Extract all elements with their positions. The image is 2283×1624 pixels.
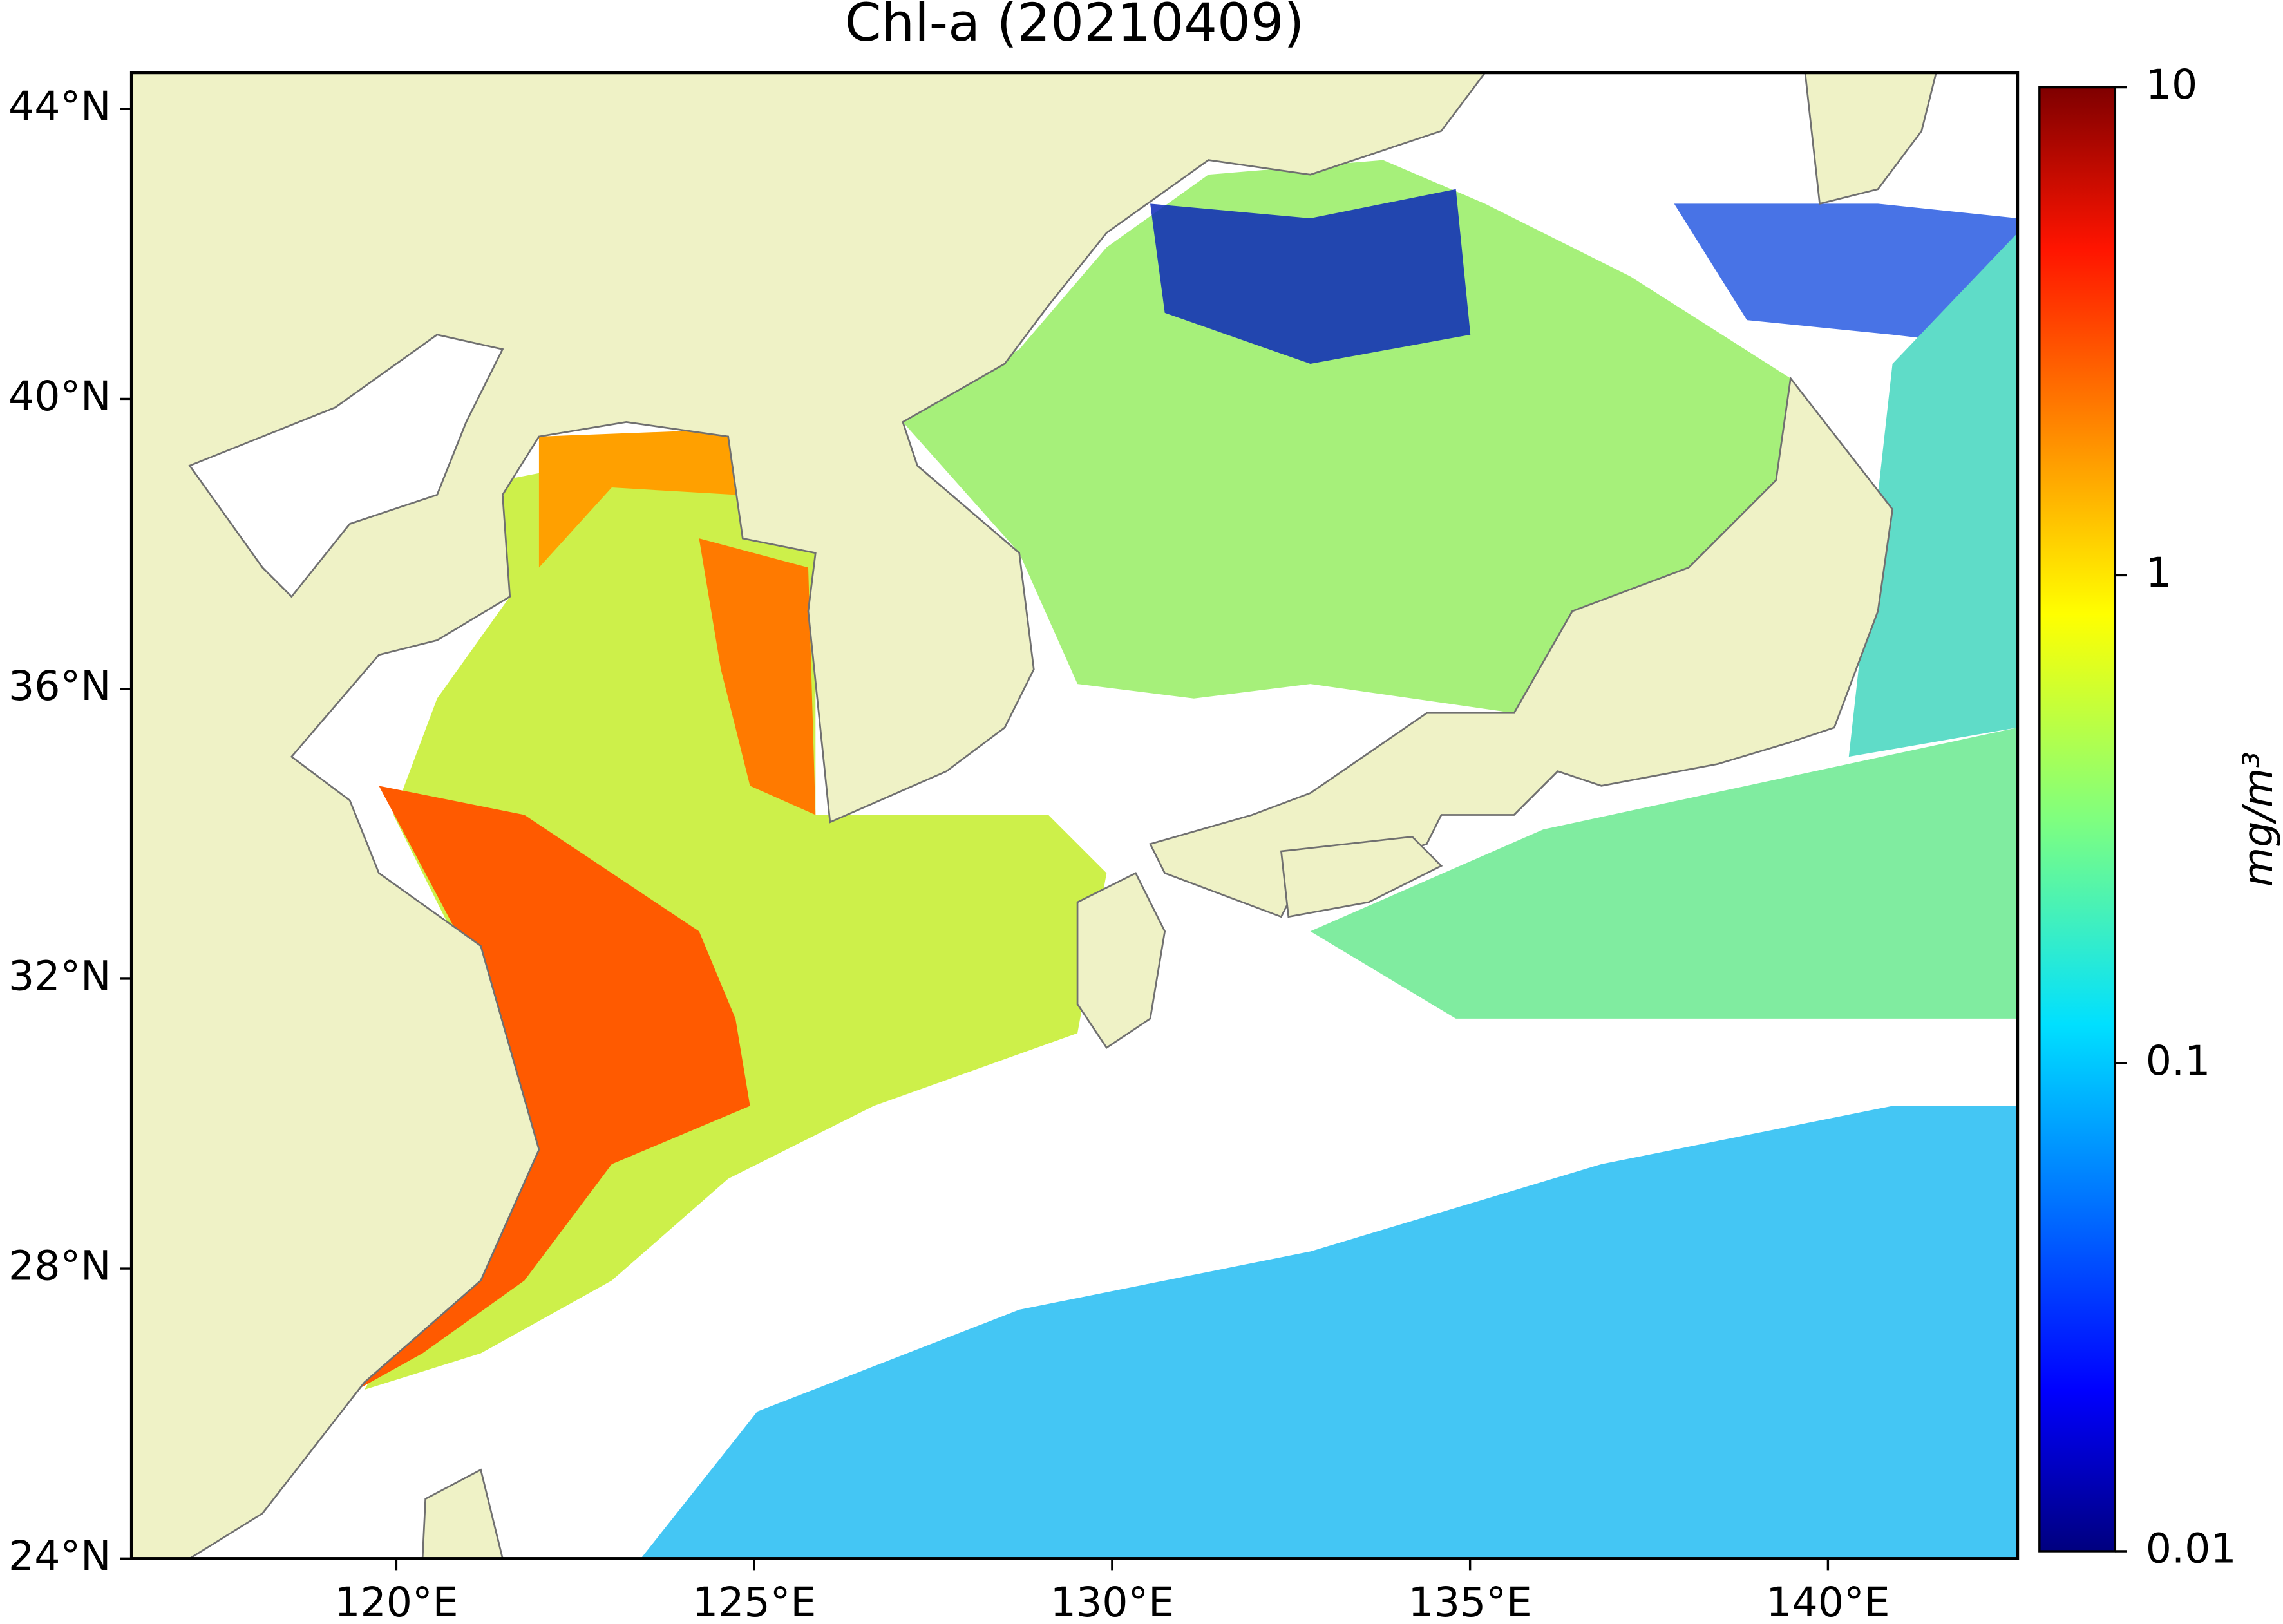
- colorbar-tick-label: 0.01: [2146, 1525, 2237, 1572]
- x-tick-label: 120°E: [334, 1578, 458, 1624]
- sea-of-japan: [902, 160, 1791, 713]
- x-tick-label: 125°E: [692, 1578, 816, 1624]
- y-tick-label: 32°N: [8, 952, 111, 999]
- low-chl: [1674, 203, 2018, 350]
- land-hokkaido: [1804, 72, 1937, 205]
- land-shikoku: [1280, 835, 1443, 918]
- y-tick-label: 36°N: [8, 662, 111, 710]
- y-tick-label: 24°N: [8, 1532, 111, 1580]
- colorbar-tick-label: 1: [2146, 549, 2172, 596]
- map: [131, 72, 2018, 1559]
- plot-frame: [129, 71, 2020, 1560]
- pacific-east: [1848, 232, 2018, 757]
- pacific-mid: [1310, 727, 2018, 1019]
- x-tick-label: 140°E: [1766, 1578, 1890, 1624]
- bohai: [188, 334, 504, 598]
- x-tick-label: 130°E: [1050, 1578, 1174, 1624]
- y-tick-label: 40°N: [8, 372, 111, 420]
- land-taiwan: [421, 1468, 504, 1559]
- x-tick-label: 135°E: [1408, 1578, 1531, 1624]
- colorbar-tick-label: 10: [2146, 61, 2198, 108]
- high-chl: [699, 538, 816, 815]
- high-chl: [538, 429, 735, 568]
- land-kyushu: [1076, 872, 1166, 1049]
- colorbar-tick-label: 0.1: [2146, 1037, 2211, 1084]
- land-mainland: [131, 72, 1486, 1559]
- chart-title: Chl-a (20210409): [845, 0, 1305, 53]
- y-tick-label: 28°N: [8, 1242, 111, 1290]
- y-tick-label: 44°N: [8, 82, 111, 130]
- colorbar-label: mg/m³: [2234, 751, 2282, 887]
- pacific-south: [641, 1106, 2018, 1559]
- low-chl: [1150, 189, 1471, 364]
- colorbar: [2038, 86, 2117, 1553]
